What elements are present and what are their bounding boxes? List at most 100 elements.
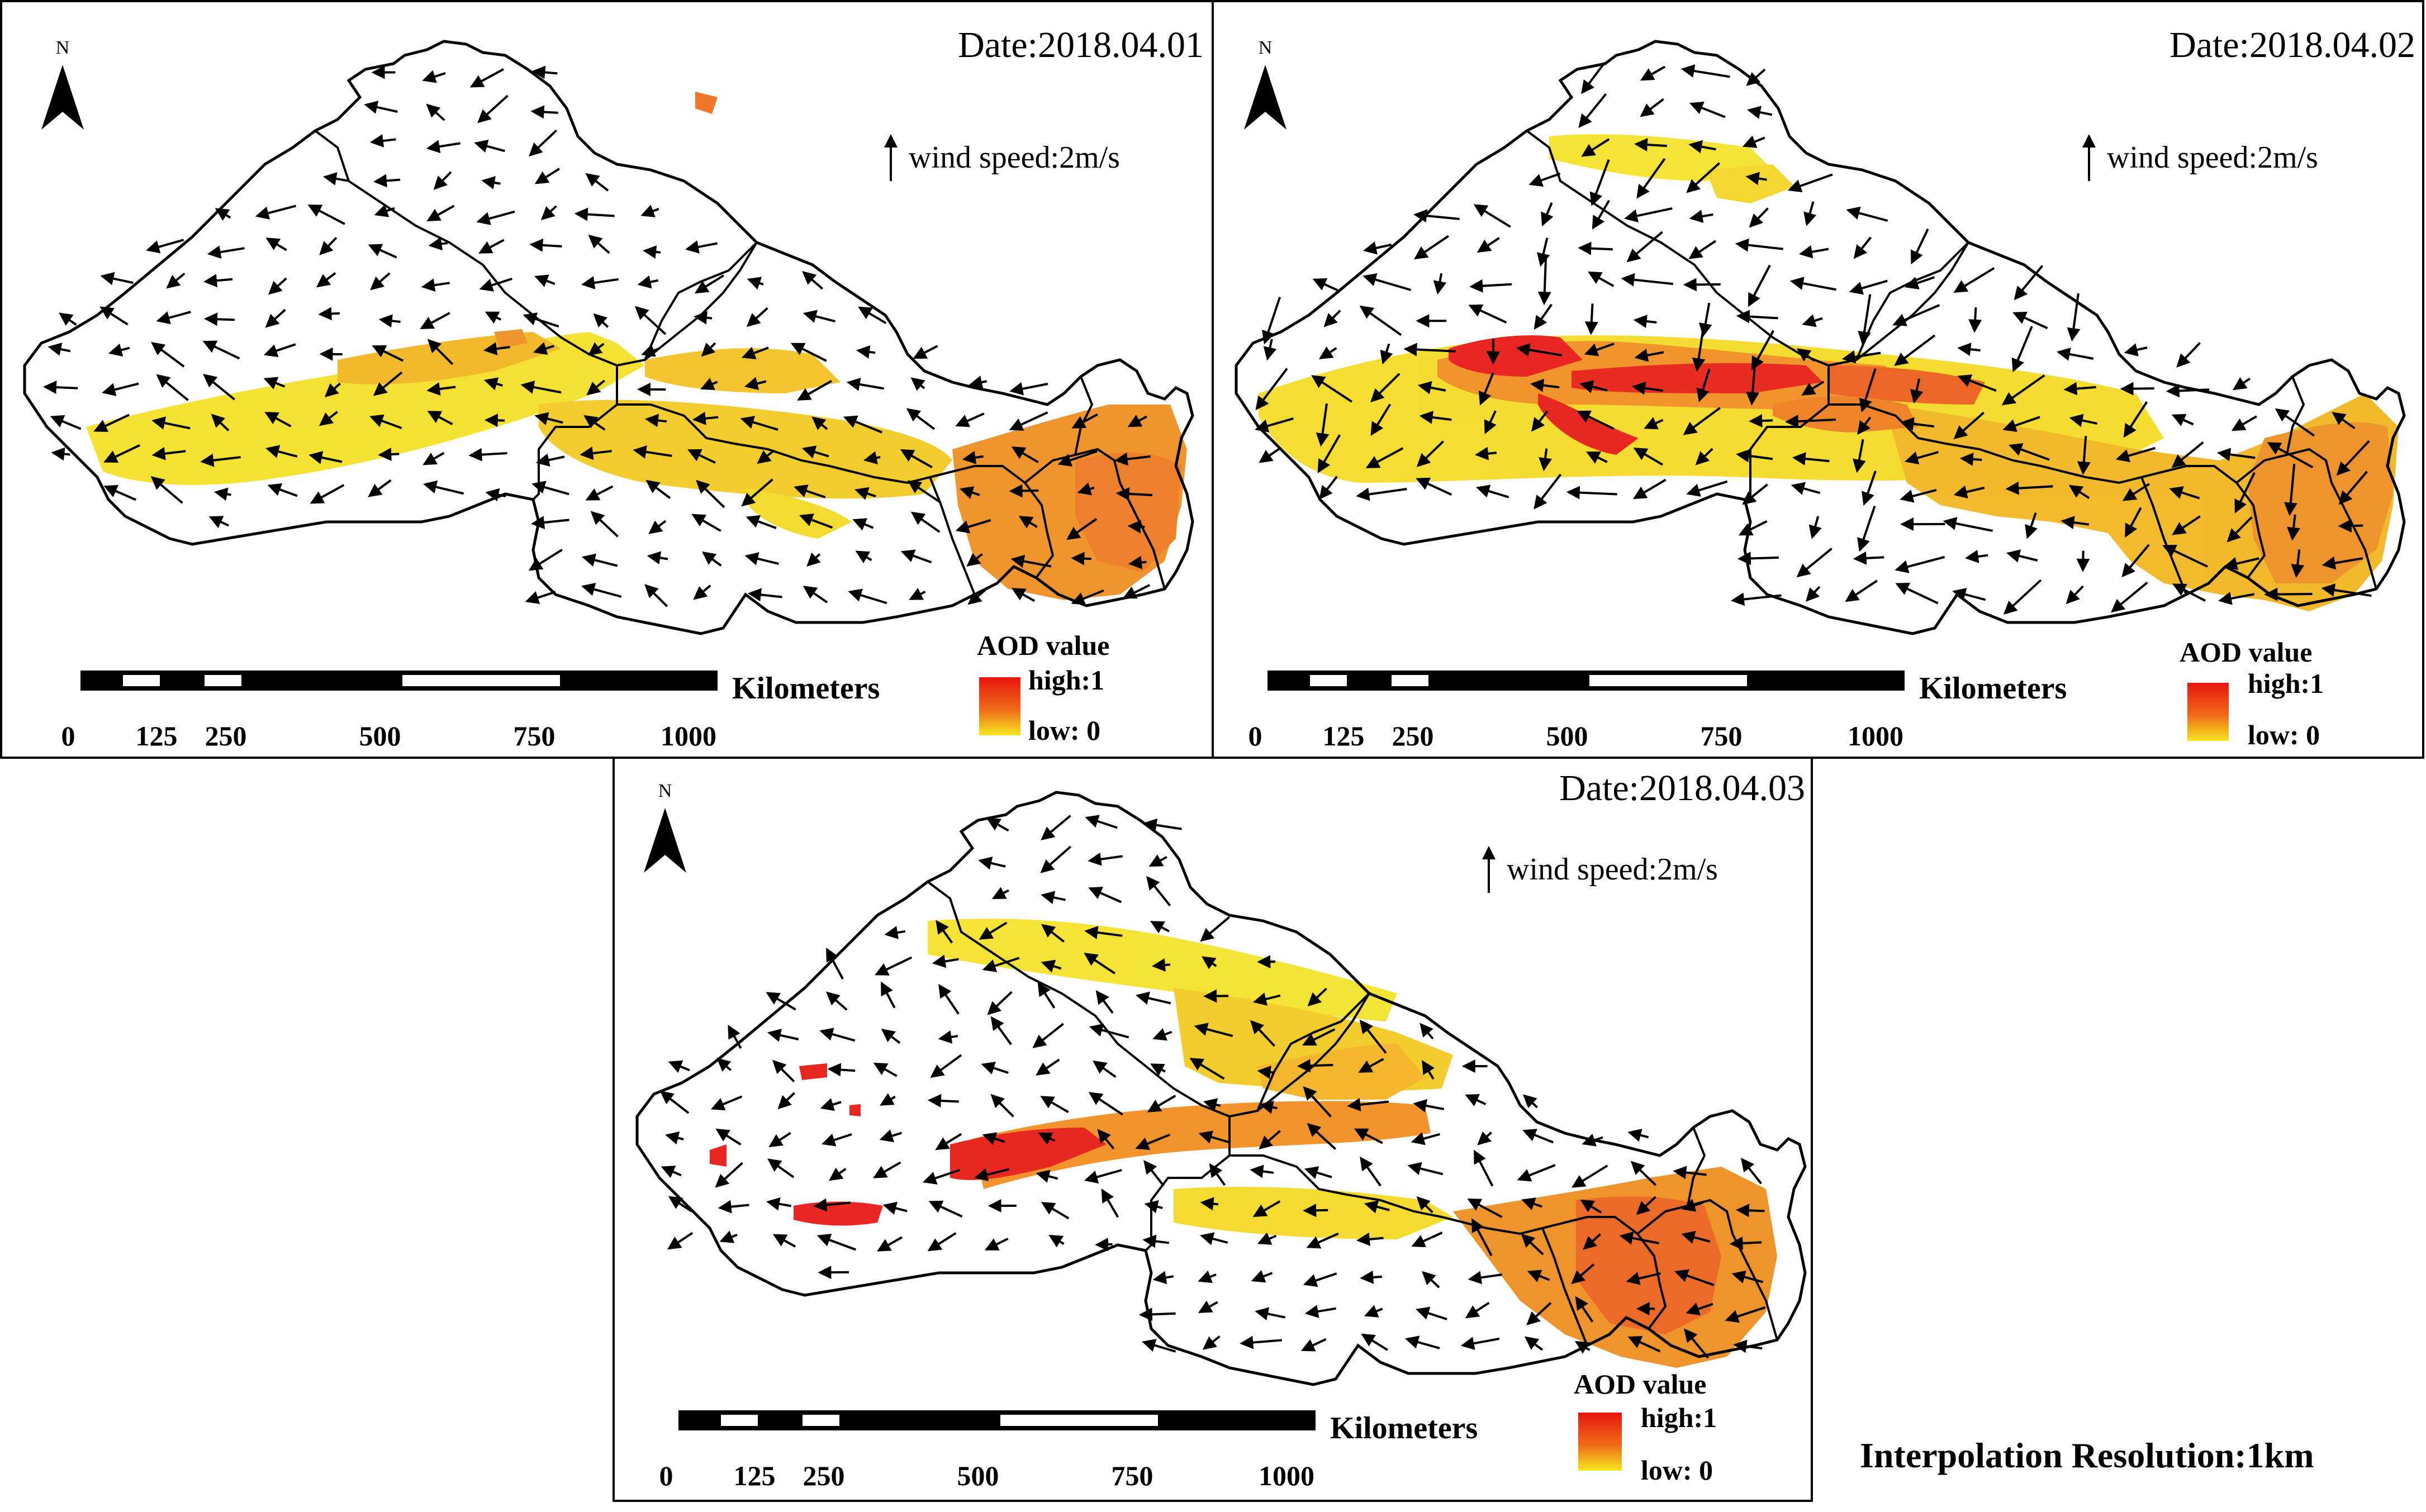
wind-arrow bbox=[93, 413, 130, 432]
wind-arrow bbox=[263, 343, 296, 358]
wind-arrow bbox=[641, 344, 659, 357]
wind-arrow bbox=[1857, 505, 1876, 552]
wind-arrow bbox=[1516, 343, 1563, 357]
wind-arrow bbox=[828, 1167, 847, 1181]
wind-arrow bbox=[1144, 1200, 1163, 1214]
wind-arrow bbox=[1740, 1158, 1762, 1185]
wind-arrow bbox=[1364, 1200, 1390, 1214]
wind-arrow bbox=[1257, 1066, 1275, 1079]
wind-arrow bbox=[1808, 516, 1822, 539]
wind-arrow bbox=[1303, 1204, 1328, 1218]
wind-arrow bbox=[1128, 555, 1147, 569]
wind-arrow bbox=[150, 342, 185, 368]
scale-bar: Kilometers 0 125 250 500 750 1000 bbox=[659, 1410, 1478, 1491]
date-label: Date:2018.04.02 bbox=[2169, 25, 2415, 65]
wind-arrow bbox=[1471, 1218, 1493, 1257]
wind-arrow bbox=[928, 1200, 963, 1218]
wind-arrow bbox=[716, 1058, 732, 1072]
wind-arrow bbox=[1524, 1336, 1544, 1351]
wind-arrow bbox=[740, 416, 778, 431]
wind-arrow bbox=[1255, 1307, 1286, 1321]
wind-arrow bbox=[146, 239, 184, 254]
wind-arrow bbox=[696, 479, 725, 508]
scale-tick: 0 bbox=[659, 1460, 673, 1491]
wind-arrow bbox=[1413, 209, 1460, 223]
wind-arrow bbox=[633, 445, 672, 459]
wind-arrow bbox=[478, 239, 505, 254]
wind-arrow bbox=[1733, 1339, 1763, 1353]
wind-arrow bbox=[1846, 206, 1888, 222]
wind-arrow bbox=[1742, 483, 1768, 505]
wind-arrow bbox=[263, 377, 286, 389]
wind-arrow bbox=[2056, 348, 2094, 361]
wind-arrow bbox=[585, 173, 609, 192]
wind-arrow bbox=[1468, 304, 1507, 324]
wind-arrow bbox=[2162, 545, 2208, 568]
scale-tick: 1000 bbox=[1259, 1460, 1314, 1491]
wind-arrow bbox=[2224, 557, 2259, 570]
wind-arrow bbox=[1736, 310, 1778, 324]
wind-arrow bbox=[534, 274, 556, 287]
wind-arrow bbox=[1148, 854, 1167, 867]
wind-legend: wind speed:2m/s bbox=[884, 134, 1120, 181]
wind-arrow bbox=[1071, 413, 1098, 429]
wind-arrow bbox=[1012, 588, 1036, 602]
wind-arrow bbox=[202, 340, 240, 360]
wind-arrow bbox=[768, 1131, 791, 1148]
wind-arrow bbox=[1731, 592, 1782, 606]
wind-arrow bbox=[1589, 159, 1610, 207]
wind-arrow bbox=[811, 416, 828, 430]
wind-arrow bbox=[585, 485, 614, 501]
wind-arrow bbox=[746, 515, 777, 529]
wind-arrow bbox=[1530, 378, 1560, 392]
aod-legend: AOD value high:1 low: 0 bbox=[1574, 1368, 1717, 1486]
wind-arrow bbox=[586, 379, 605, 396]
wind-arrow bbox=[1632, 381, 1663, 395]
wind-arrow bbox=[1521, 1233, 1544, 1256]
wind-arrow bbox=[204, 312, 235, 326]
wind-arrow bbox=[1433, 273, 1447, 295]
wind-arrow bbox=[1957, 343, 1981, 356]
wind-arrow bbox=[1354, 1128, 1383, 1144]
wind-arrow bbox=[1736, 449, 1773, 463]
wind-arrow bbox=[1953, 267, 1995, 293]
wind-arrow bbox=[1143, 1160, 1165, 1187]
wind-arrow bbox=[1575, 1296, 1594, 1323]
wind-arrow bbox=[2069, 413, 2098, 427]
wind-arrow bbox=[1853, 551, 1884, 565]
wind-arrow bbox=[1041, 959, 1062, 973]
wind-arrow bbox=[100, 272, 134, 286]
wind-arrow bbox=[1965, 550, 1988, 563]
wind-arrow bbox=[799, 513, 833, 529]
wind-arrow bbox=[692, 411, 719, 425]
wind-arrow bbox=[1203, 1098, 1221, 1111]
scale-tick: 250 bbox=[803, 1460, 845, 1491]
wind-arrow bbox=[581, 553, 618, 567]
wind-arrow bbox=[1209, 1163, 1226, 1186]
wind-arrow bbox=[1857, 416, 1872, 435]
svg-text:wind speed:2m/s: wind speed:2m/s bbox=[1507, 852, 1718, 887]
wind-arrow bbox=[267, 483, 298, 497]
wind-arrow bbox=[1200, 1232, 1228, 1245]
wind-arrow bbox=[1479, 372, 1494, 406]
wind-arrow bbox=[373, 174, 401, 188]
wind-arrow bbox=[2006, 549, 2038, 563]
wind-arrow bbox=[1259, 1100, 1278, 1114]
wind-arrow bbox=[156, 311, 191, 325]
wind-arrow bbox=[820, 1098, 842, 1111]
wind-arrow bbox=[1467, 1199, 1503, 1218]
wind-arrow bbox=[1032, 1023, 1064, 1048]
wind-arrow bbox=[2172, 515, 2201, 535]
wind-arrow bbox=[1257, 1232, 1277, 1245]
scale-tick: 125 bbox=[1323, 720, 1365, 752]
wind-arrow bbox=[474, 139, 505, 153]
wind-arrow bbox=[1584, 343, 1615, 356]
wind-arrow bbox=[1696, 369, 1711, 403]
wind-arrow bbox=[1127, 520, 1145, 534]
wind-arrow bbox=[2124, 343, 2148, 356]
scale-bar: Kilometers 0 125 250 500 750 1000 bbox=[1248, 671, 2067, 752]
wind-arrow bbox=[1318, 346, 1337, 360]
wind-arrow bbox=[879, 1129, 902, 1143]
wind-arrow bbox=[1626, 1272, 1661, 1285]
wind-arrow bbox=[316, 272, 336, 288]
